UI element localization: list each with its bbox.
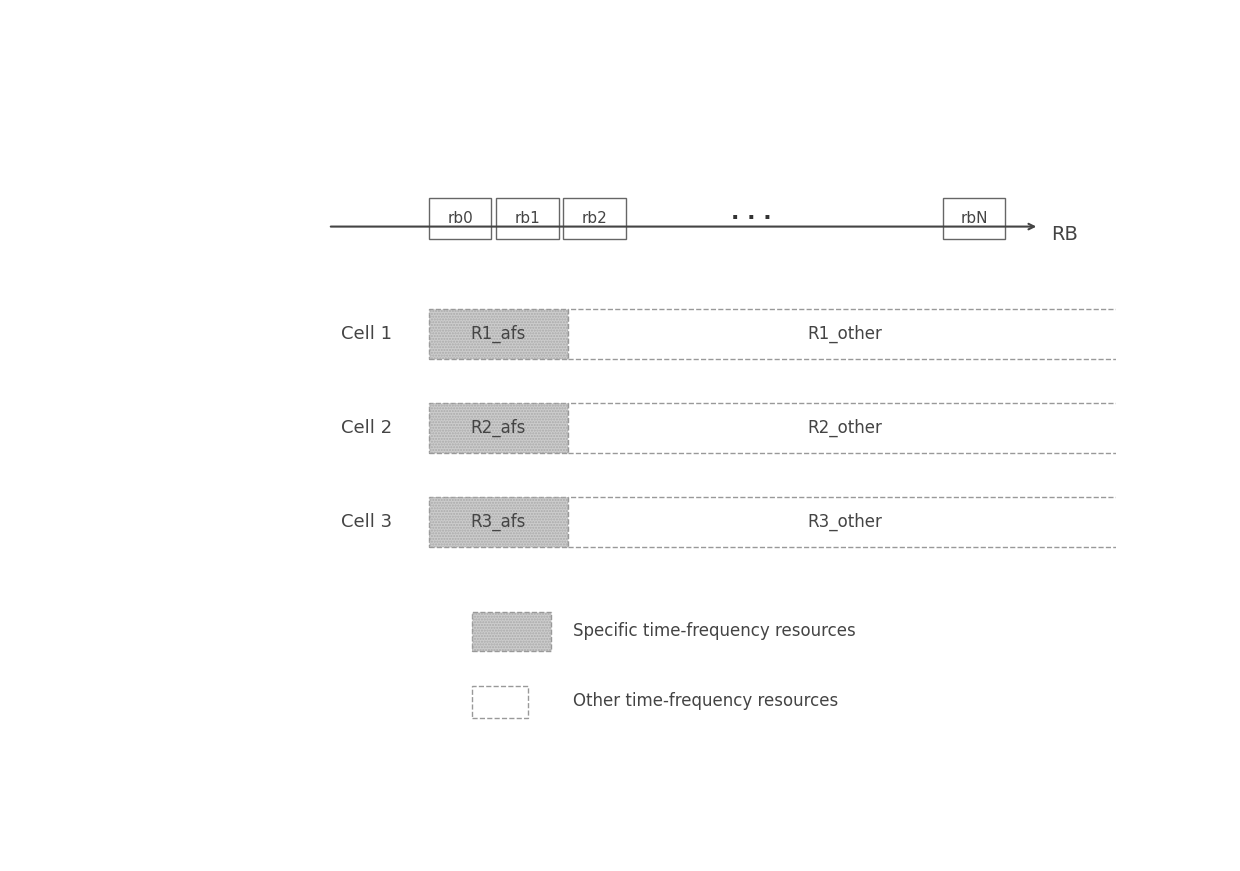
Bar bbox=[429, 496, 568, 547]
Text: rb1: rb1 bbox=[515, 211, 541, 226]
Bar bbox=[472, 686, 528, 719]
Text: R3_other: R3_other bbox=[807, 513, 882, 531]
Text: . . .: . . . bbox=[730, 203, 771, 223]
Text: R2_other: R2_other bbox=[807, 419, 882, 437]
Bar bbox=[429, 403, 568, 453]
Bar bbox=[472, 612, 551, 652]
Text: RB: RB bbox=[1050, 225, 1078, 244]
Bar bbox=[568, 403, 1121, 453]
Text: R3_afs: R3_afs bbox=[471, 513, 526, 531]
Bar bbox=[568, 309, 1121, 360]
Bar bbox=[472, 612, 551, 652]
Text: Cell 2: Cell 2 bbox=[341, 419, 392, 437]
Text: Cell 1: Cell 1 bbox=[341, 325, 392, 343]
Bar bbox=[942, 199, 1006, 239]
Bar bbox=[429, 403, 568, 453]
Bar bbox=[429, 199, 491, 239]
Text: Other time-frequency resources: Other time-frequency resources bbox=[573, 692, 838, 711]
Text: Cell 3: Cell 3 bbox=[341, 513, 392, 531]
Bar bbox=[429, 309, 568, 360]
Text: R1_afs: R1_afs bbox=[471, 325, 526, 343]
Text: Specific time-frequency resources: Specific time-frequency resources bbox=[573, 622, 856, 640]
Text: rb2: rb2 bbox=[582, 211, 608, 226]
Text: R2_afs: R2_afs bbox=[471, 419, 526, 437]
Bar bbox=[429, 309, 568, 360]
Text: rbN: rbN bbox=[961, 211, 988, 226]
Text: R1_other: R1_other bbox=[807, 325, 882, 343]
Text: rb0: rb0 bbox=[448, 211, 472, 226]
Bar bbox=[429, 496, 568, 547]
Bar bbox=[496, 199, 558, 239]
Bar bbox=[563, 199, 626, 239]
Bar bbox=[568, 496, 1121, 547]
